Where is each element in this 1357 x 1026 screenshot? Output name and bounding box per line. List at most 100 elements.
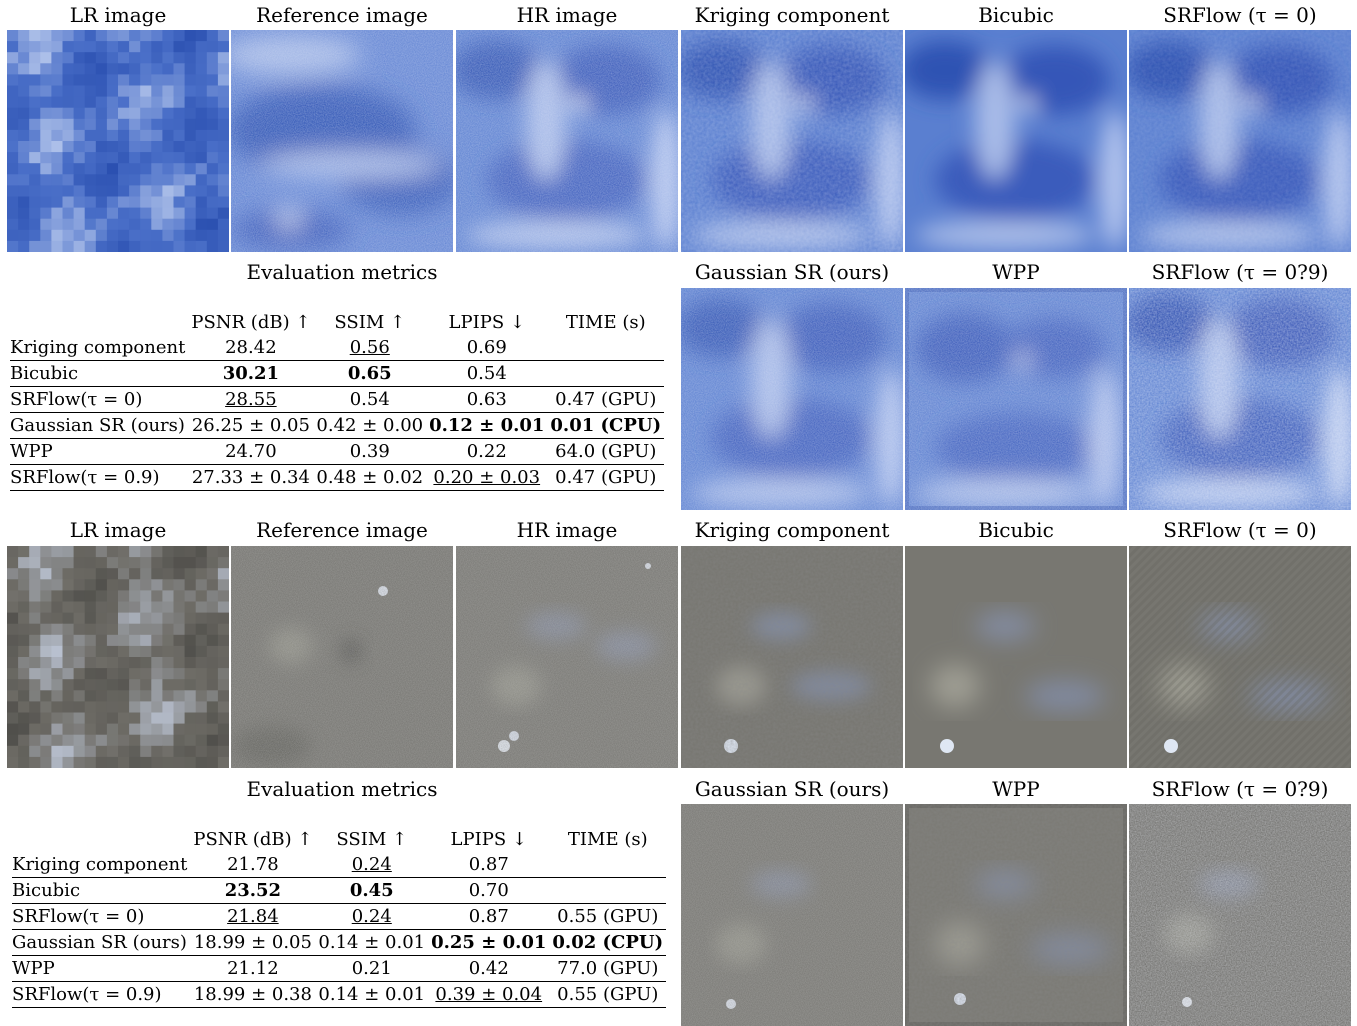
lr-pixel [95, 679, 108, 691]
lr-pixel [62, 657, 75, 669]
lr-pixel [151, 701, 163, 714]
lr-pixel [195, 590, 208, 603]
lr-pixel [51, 579, 64, 591]
caption-hr-image: HR image [516, 518, 618, 542]
lr-pixel [106, 557, 119, 569]
lr-pixel [62, 579, 75, 591]
caption-wpp: WPP [992, 777, 1040, 801]
lr-pixel [206, 590, 219, 603]
lr-pixel [173, 756, 186, 768]
lr-pixel [118, 52, 130, 64]
lr-pixel [184, 690, 197, 702]
lr-pixel [29, 634, 41, 647]
lr-pixel [195, 229, 208, 242]
lr-pixel [40, 745, 52, 758]
lr-pixel [151, 118, 163, 131]
lr-pixel [18, 185, 30, 198]
lr-pixel [51, 30, 64, 42]
lr-pixel [73, 185, 86, 198]
lr-pixel [7, 723, 19, 736]
lr-pixel [18, 756, 30, 768]
lr-pixel [73, 74, 86, 87]
lr-pixel [95, 218, 108, 231]
lr-pixel [118, 612, 130, 625]
lr-pixel [95, 701, 108, 714]
lr-pixel [217, 41, 229, 53]
lr-pixel [217, 756, 229, 768]
lr-pixel [151, 30, 163, 42]
lr-pixel [140, 645, 152, 658]
lr-pixel [84, 174, 97, 186]
lr-pixel [151, 634, 163, 647]
lr-pixel [73, 612, 86, 625]
lr-pixel [173, 240, 186, 252]
lr-pixel [129, 690, 141, 702]
lr-pixel [62, 163, 75, 175]
lr-pixel [118, 723, 130, 736]
lr-pixel [129, 63, 141, 75]
lr-pixel [129, 218, 141, 231]
lr-pixel [173, 590, 186, 603]
lr-pixel [162, 623, 175, 636]
lr-pixel [206, 196, 219, 209]
lr-pixel [140, 41, 152, 53]
lr-pixel [18, 690, 30, 702]
lr-pixel [7, 668, 19, 680]
table-row: WPP 24.70 0.39 0.22 64.0 (GPU) [10, 438, 665, 465]
lr-pixel [118, 174, 130, 186]
lr-pixel [29, 196, 41, 209]
lr-pixel [62, 207, 75, 220]
lr-pixel [217, 107, 229, 120]
lr-pixel [51, 745, 64, 758]
lr-pixel [162, 229, 175, 242]
lr-pixel [95, 74, 108, 87]
lr-pixel [62, 745, 75, 758]
caption-srflow-t09: SRFlow (τ = 0?9) [1151, 260, 1329, 284]
lr-pixel [106, 174, 119, 186]
table-row: Bicubic 23.52 0.45 0.70 [12, 877, 667, 904]
lr-pixel [84, 41, 97, 53]
lr-pixel [184, 645, 197, 658]
lr-pixel [40, 712, 52, 725]
caption-bicubic: Bicubic [978, 3, 1054, 27]
lr-pixel [73, 63, 86, 75]
lr-pixel [106, 690, 119, 702]
lr-pixel [84, 734, 97, 747]
lr-pixel [40, 612, 52, 625]
lr-pixel [151, 568, 163, 580]
lr-pixel [173, 41, 186, 53]
lr-pixel [106, 734, 119, 747]
lr-pixel [106, 74, 119, 87]
image-wpp [905, 288, 1127, 510]
lr-pixel [129, 174, 141, 186]
lr-pixel [7, 712, 19, 725]
lr-pixel [106, 141, 119, 153]
lr-pixel [162, 645, 175, 658]
lr-pixel [51, 601, 64, 614]
lr-pixel [7, 30, 19, 42]
lr-pixel [173, 152, 186, 164]
lr-pixel [106, 152, 119, 164]
lr-pixel [118, 163, 130, 175]
lr-pixel [51, 623, 64, 636]
lr-pixel [151, 218, 163, 231]
lr-pixel [51, 129, 64, 142]
lr-pixel [173, 218, 186, 231]
lr-pixel [29, 185, 41, 198]
lr-pixel [173, 141, 186, 153]
lr-pixel [29, 141, 41, 153]
lr-pixel [51, 734, 64, 747]
lr-pixel [84, 85, 97, 98]
lr-pixel [106, 107, 119, 120]
lr-pixel [217, 623, 229, 636]
lr-pixel [51, 207, 64, 220]
lr-pixel [29, 96, 41, 109]
lr-pixel [84, 723, 97, 736]
lr-pixel [84, 546, 97, 558]
lr-pixel [184, 174, 197, 186]
lr-pixel [217, 52, 229, 64]
lr-pixel [217, 612, 229, 625]
lr-pixel [62, 107, 75, 120]
lr-pixel [173, 107, 186, 120]
lr-pixel [51, 668, 64, 680]
